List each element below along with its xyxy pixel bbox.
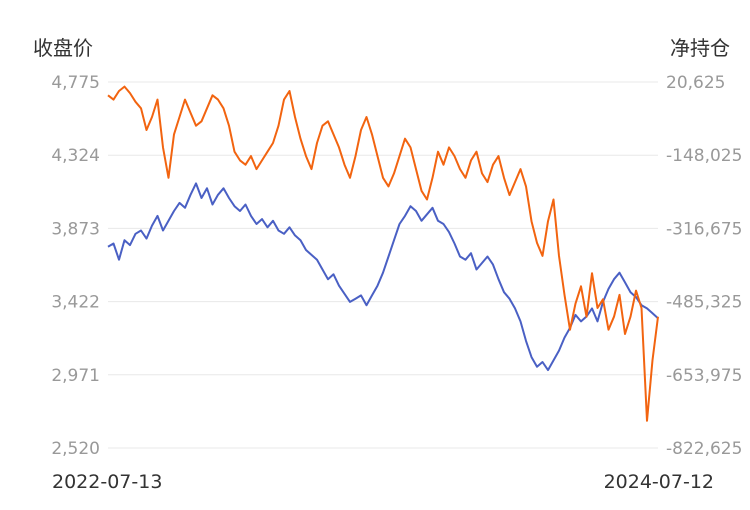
right-axis-title: 净持仓 (670, 36, 730, 60)
net-position-line (107, 85, 659, 422)
x-start-label: 2022-07-13 (52, 471, 162, 493)
left-tick-label: 2,971 (51, 366, 100, 386)
right-tick-label: -485,325 (666, 293, 742, 313)
right-tick-label: -822,625 (666, 439, 742, 459)
right-axis-ticks: 20,625 -148,025 -316,675 -485,325 -653,975 -8… (666, 73, 742, 459)
left-tick-label: 3,422 (51, 293, 100, 313)
right-tick-label: -316,675 (666, 219, 742, 239)
series-layer (107, 85, 659, 422)
right-tick-label: -148,025 (666, 146, 742, 166)
left-tick-label: 4,775 (51, 73, 100, 93)
left-tick-label: 3,873 (51, 219, 100, 239)
right-tick-label: 20,625 (666, 73, 725, 93)
left-axis-title: 收盘价 (33, 36, 93, 60)
left-tick-label: 4,324 (51, 146, 100, 166)
grid-lines (108, 81, 658, 449)
left-tick-label: 2,520 (51, 439, 100, 459)
close-price-line (107, 182, 659, 372)
left-axis-ticks: 4,775 4,324 3,873 3,422 2,971 2,520 (51, 73, 100, 459)
x-end-label: 2024-07-12 (604, 471, 714, 493)
right-tick-label: -653,975 (666, 366, 742, 386)
